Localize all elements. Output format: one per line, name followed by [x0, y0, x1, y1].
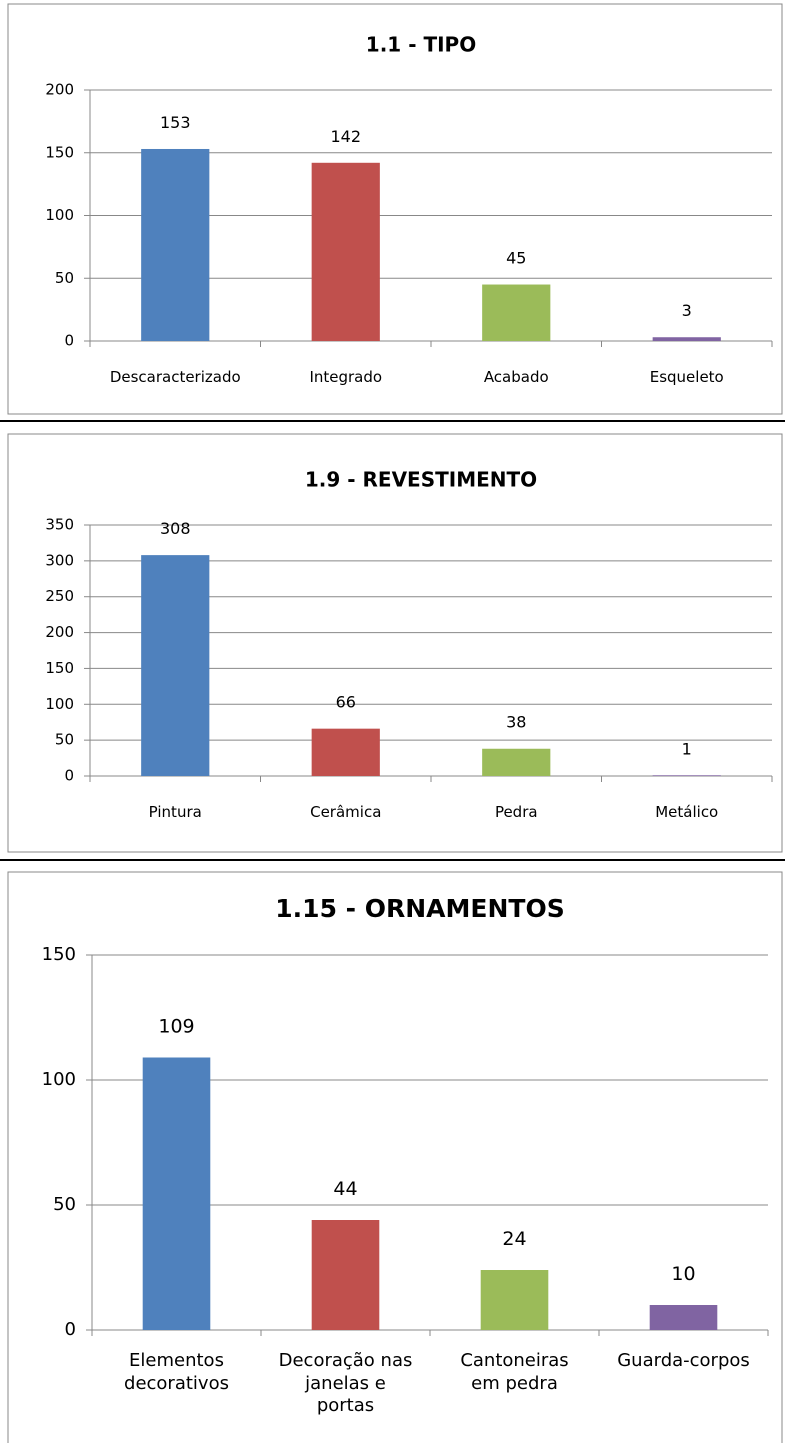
bar — [142, 1057, 211, 1330]
data-label: 10 — [671, 1263, 695, 1285]
bar — [482, 284, 551, 341]
x-tick-label-box: Descaracterizado — [109, 368, 241, 386]
data-label: 153 — [160, 113, 191, 132]
bar — [311, 728, 380, 776]
x-tick-label: Elementos decorativos — [124, 1350, 229, 1394]
bar — [311, 162, 380, 341]
x-tick-label-box: Metálico — [655, 803, 719, 821]
y-tick-label: 150 — [45, 143, 74, 161]
bar — [480, 1270, 549, 1330]
data-label: 109 — [158, 1015, 194, 1037]
y-tick-label: 100 — [45, 695, 74, 713]
x-tick-label-box: Acabado — [483, 368, 549, 386]
bar — [311, 1220, 380, 1330]
chart-frame — [7, 433, 783, 853]
x-tick-label-box: Decoração nas janelas e portas — [278, 1350, 413, 1416]
x-tick-label-box: Pintura — [148, 803, 202, 821]
bar — [141, 555, 210, 776]
x-tick-label-box: Cerâmica — [310, 803, 382, 821]
data-label: 24 — [502, 1228, 526, 1250]
chart-title: 1.1 - TIPO — [366, 33, 476, 57]
x-tick-label: Descaracterizado — [109, 368, 241, 386]
data-label: 142 — [330, 127, 361, 146]
data-label: 38 — [506, 713, 526, 732]
data-label: 1 — [682, 739, 692, 758]
y-tick-label: 50 — [53, 1194, 76, 1215]
x-tick-label-box: Integrado — [309, 368, 383, 386]
y-tick-label: 50 — [55, 731, 74, 749]
data-label: 44 — [333, 1178, 357, 1200]
x-tick-label: Cantoneiras em pedra — [460, 1350, 569, 1394]
data-label: 308 — [160, 519, 191, 538]
y-tick-label: 100 — [42, 1069, 76, 1090]
data-label: 3 — [682, 301, 692, 320]
y-tick-label: 150 — [45, 659, 74, 677]
x-tick-label-box: Cantoneiras em pedra — [460, 1350, 569, 1394]
y-tick-label: 0 — [64, 767, 74, 785]
y-tick-label: 250 — [45, 587, 74, 605]
chart-title: 1.15 - ORNAMENTOS — [275, 894, 564, 923]
y-tick-label: 50 — [55, 269, 74, 287]
x-tick-label: Decoração nas janelas e portas — [278, 1350, 413, 1416]
x-tick-label: Acabado — [483, 368, 549, 386]
x-tick-label: Pedra — [494, 803, 538, 821]
x-tick-label-box: Guarda-corpos — [617, 1350, 750, 1371]
x-tick-label-box: Pedra — [494, 803, 538, 821]
x-tick-label: Integrado — [309, 368, 383, 386]
y-tick-label: 100 — [45, 206, 74, 224]
x-tick-label-box: Elementos decorativos — [124, 1350, 229, 1394]
bar — [652, 337, 721, 341]
chart-frame — [7, 3, 783, 415]
bar — [652, 775, 721, 776]
y-tick-label: 200 — [45, 81, 74, 99]
x-tick-label: Guarda-corpos — [617, 1350, 750, 1371]
data-label: 45 — [506, 249, 526, 268]
y-tick-label: 350 — [45, 516, 74, 534]
x-tick-label: Cerâmica — [310, 803, 382, 821]
y-tick-label: 0 — [64, 332, 74, 350]
x-tick-label: Pintura — [148, 803, 202, 821]
bar — [141, 148, 210, 341]
y-tick-label: 150 — [42, 944, 76, 965]
y-tick-label: 0 — [65, 1319, 76, 1340]
x-tick-label: Metálico — [655, 803, 719, 821]
bar — [649, 1305, 718, 1330]
data-label: 66 — [336, 693, 356, 712]
chart-title: 1.9 - REVESTIMENTO — [305, 468, 537, 492]
bar — [482, 748, 551, 776]
x-tick-label-box: Esqueleto — [649, 368, 724, 386]
x-tick-label: Esqueleto — [649, 368, 724, 386]
y-tick-label: 200 — [45, 623, 74, 641]
chart-frame — [7, 871, 783, 1443]
y-tick-label: 300 — [45, 551, 74, 569]
